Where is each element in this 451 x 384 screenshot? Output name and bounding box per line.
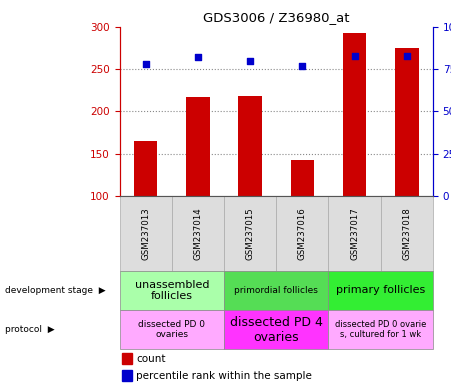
Bar	[120, 271, 224, 310]
Bar	[186, 97, 210, 196]
Text: dissected PD 4
ovaries: dissected PD 4 ovaries	[230, 316, 322, 344]
Text: protocol  ▶: protocol ▶	[5, 325, 54, 334]
Text: GSM237018: GSM237018	[402, 207, 411, 260]
Bar	[122, 370, 132, 381]
Text: GSM237014: GSM237014	[193, 207, 202, 260]
Bar	[328, 310, 433, 349]
Bar	[381, 196, 433, 271]
Point	[299, 63, 306, 69]
Text: dissected PD 0
ovaries: dissected PD 0 ovaries	[138, 320, 205, 339]
Bar	[343, 33, 366, 196]
Bar	[276, 196, 328, 271]
Text: development stage  ▶: development stage ▶	[5, 286, 105, 295]
Bar	[172, 196, 224, 271]
Text: GSM237013: GSM237013	[141, 207, 150, 260]
Bar	[134, 141, 157, 196]
Point	[403, 53, 410, 59]
Point	[247, 58, 254, 64]
Text: dissected PD 0 ovarie
s, cultured for 1 wk: dissected PD 0 ovarie s, cultured for 1 …	[335, 320, 426, 339]
Text: GSM237016: GSM237016	[298, 207, 307, 260]
Bar	[120, 196, 172, 271]
Text: GSM237017: GSM237017	[350, 207, 359, 260]
Text: unassembled
follicles: unassembled follicles	[134, 280, 209, 301]
Point	[194, 54, 202, 60]
Bar	[328, 196, 381, 271]
Bar	[328, 271, 433, 310]
Text: count: count	[136, 354, 166, 364]
Bar	[239, 96, 262, 196]
Bar	[395, 48, 419, 196]
Bar	[290, 159, 314, 196]
Bar	[224, 271, 328, 310]
Point	[351, 53, 358, 59]
Bar	[224, 310, 328, 349]
Text: GSM237015: GSM237015	[246, 207, 255, 260]
Text: primordial follicles: primordial follicles	[235, 286, 318, 295]
Text: percentile rank within the sample: percentile rank within the sample	[136, 371, 312, 381]
Bar	[224, 196, 276, 271]
Bar	[122, 353, 132, 364]
Bar	[120, 310, 224, 349]
Point	[142, 61, 149, 67]
Title: GDS3006 / Z36980_at: GDS3006 / Z36980_at	[203, 11, 350, 24]
Text: primary follicles: primary follicles	[336, 285, 425, 296]
